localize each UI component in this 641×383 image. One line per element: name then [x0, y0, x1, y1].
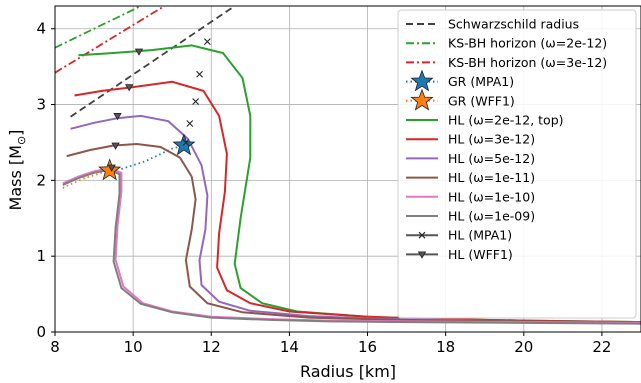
legend-item: HL (ω=1e-11)	[406, 170, 535, 185]
legend-marker	[410, 69, 434, 92]
legend-label: HL (ω=1e-10)	[448, 189, 535, 204]
series-12-point	[134, 48, 144, 56]
legend-label: HL (MPA1)	[448, 228, 512, 243]
y-tick-label: 0	[36, 323, 46, 341]
x-tick-label: 16	[358, 338, 377, 356]
legend-label: Schwarzschild radius	[448, 17, 579, 32]
y-axis-label-group: Mass [M⊙]	[6, 130, 28, 211]
y-axis-label: Mass [M⊙]	[6, 130, 28, 211]
y-axis-label-tail: ]	[6, 130, 25, 136]
x-tick-label: 18	[436, 338, 455, 356]
legend-item: KS-BH horizon (ω=3e-12)	[406, 55, 607, 70]
y-axis-label-sub: ⊙	[15, 136, 28, 145]
legend-marker	[417, 251, 427, 259]
legend-label: KS-BH horizon (ω=3e-12)	[448, 55, 607, 70]
series-11-point	[182, 139, 190, 146]
series-11-point	[203, 38, 211, 46]
legend-item: HL (MPA1)	[406, 228, 512, 243]
legend-item: HL (WFF1)	[406, 247, 513, 262]
y-axis-label-main: Mass [M	[6, 145, 25, 210]
x-tick-label: 22	[592, 338, 611, 356]
series-4-star	[98, 158, 122, 181]
y-tick-label: 1	[36, 247, 46, 265]
legend-item: HL (ω=1e-10)	[406, 189, 535, 204]
legend-item: HL (ω=3e-12)	[406, 132, 535, 147]
y-tick-label: 3	[36, 96, 46, 114]
legend-marker	[410, 88, 434, 111]
legend-item: Schwarzschild radius	[406, 17, 579, 32]
legend-label: KS-BH horizon (ω=2e-12)	[448, 36, 607, 51]
y-tick-label: 4	[36, 20, 46, 38]
legend-label: HL (ω=1e-11)	[448, 170, 535, 185]
legend-label: HL (ω=3e-12)	[448, 132, 535, 147]
legend-label: HL (ω=2e-12, top)	[448, 113, 564, 128]
series-layer	[55, 6, 641, 325]
series-line-6	[74, 80, 641, 324]
legend: Schwarzschild radius KS-BH horizon (ω=2e-…	[397, 9, 637, 319]
series-11-point	[192, 98, 200, 105]
series-12-point	[113, 113, 122, 121]
legend-label: HL (ω=5e-12)	[448, 151, 535, 166]
series-11-point	[196, 70, 203, 78]
marker-layer	[98, 38, 211, 181]
series-line-2	[55, 6, 165, 74]
x-tick-label: 8	[50, 338, 60, 356]
series-line-3	[121, 144, 185, 170]
series-12-point	[125, 84, 134, 92]
x-axis-label: Radius [km]	[300, 362, 396, 381]
series-line-1	[55, 6, 142, 49]
series-12-point	[107, 164, 116, 172]
legend-item: HL (ω=2e-12, top)	[406, 113, 564, 128]
series-12-point	[111, 142, 120, 150]
legend-label: HL (ω=1e-09)	[448, 209, 535, 224]
legend-box	[397, 9, 637, 319]
x-tick-label: 12	[202, 338, 221, 356]
legend-item: GR (WFF1)	[406, 88, 515, 111]
series-11-point	[186, 120, 194, 127]
x-tick-label: 10	[124, 338, 143, 356]
legend-item: GR (MPA1)	[406, 69, 514, 92]
legend-item: KS-BH horizon (ω=2e-12)	[406, 36, 607, 51]
y-tick-label: 2	[36, 171, 46, 189]
series-line-8	[66, 142, 641, 324]
legend-marker	[418, 231, 426, 239]
legend-item: HL (ω=1e-09)	[406, 209, 535, 224]
legend-item: HL (ω=5e-12)	[406, 151, 535, 166]
legend-label: GR (WFF1)	[448, 93, 515, 108]
plot-frame	[54, 5, 641, 333]
x-tick-label: 14	[280, 338, 299, 356]
x-tick-label: 20	[514, 338, 533, 356]
legend-label: GR (MPA1)	[448, 74, 514, 89]
legend-label: HL (WFF1)	[448, 247, 513, 262]
